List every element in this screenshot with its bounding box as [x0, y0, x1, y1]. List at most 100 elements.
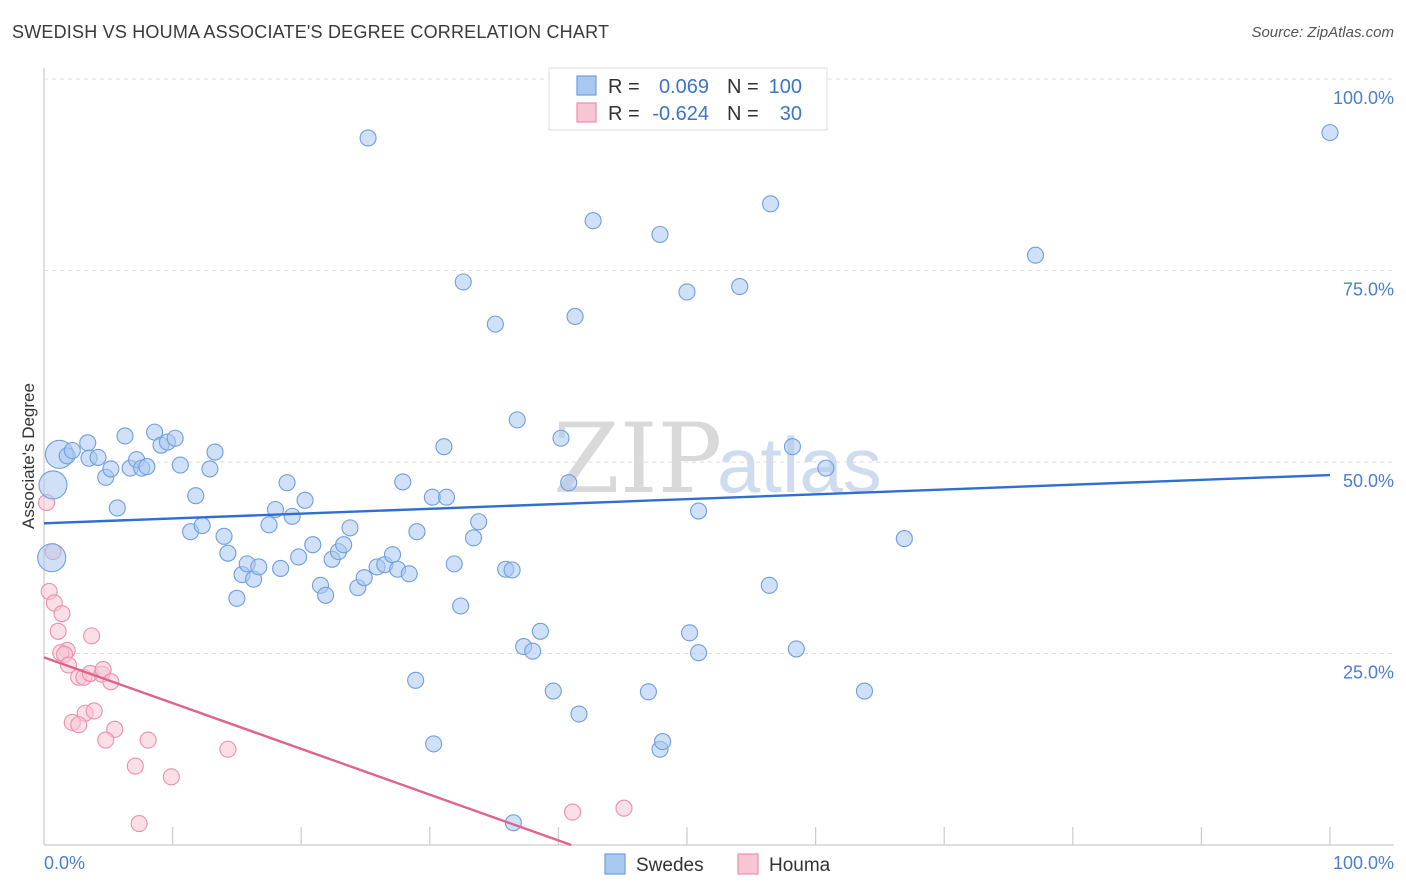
x-tick-marks	[172, 827, 1331, 845]
houma-point-10	[83, 627, 101, 645]
swedes-point-79	[762, 195, 780, 213]
swedes-point-27	[219, 544, 237, 562]
legend-n-label-houma: N =	[727, 103, 759, 125]
swedes-point-7	[89, 448, 107, 466]
swedes-point-59	[437, 488, 456, 506]
y-tick-label-25: 25.0%	[1343, 663, 1394, 683]
swedes-point-32	[250, 558, 268, 576]
swedes-point-19	[166, 429, 184, 447]
swedes-point-33	[260, 516, 278, 534]
swedes-point-98	[855, 682, 874, 700]
trend-lines	[43, 473, 1331, 847]
houma-trend-line	[43, 656, 572, 847]
swedes-point-61	[452, 597, 470, 615]
swedes-point-81	[817, 459, 835, 477]
swedes-point-0	[38, 470, 68, 500]
series-legend: Swedes Houma	[604, 853, 831, 876]
houma-point-20	[70, 716, 88, 734]
swedes-point-65	[486, 315, 504, 333]
swedes-point-85	[407, 671, 425, 689]
series-legend-swatch-houma	[737, 853, 759, 875]
houma-point-23	[139, 731, 157, 749]
swedes-point-56	[408, 523, 426, 541]
swedes-point-63	[464, 529, 483, 547]
swedes-point-48	[355, 569, 373, 587]
swedes-point-60	[445, 555, 463, 573]
swedes-point-15	[138, 458, 156, 476]
legend-n-label-swedes: N =	[727, 76, 759, 98]
swedes-point-76	[678, 283, 696, 301]
swedes-point-39	[296, 491, 314, 509]
swedes-point-91	[639, 683, 657, 701]
y-tick-label-50: 50.0%	[1343, 471, 1394, 491]
swedes-point-73	[566, 307, 584, 326]
axes	[43, 68, 1394, 846]
swedes-point-78	[731, 278, 749, 296]
houma-points	[38, 494, 633, 833]
stats-legend: R = 0.069 N = 100 R = -0.624 N = 30	[548, 67, 828, 131]
swedes-point-58	[435, 438, 453, 456]
swedes-point-70	[531, 622, 549, 640]
houma-point-25	[126, 757, 144, 775]
swedes-point-75	[651, 225, 669, 244]
swedes-point-38	[290, 548, 308, 566]
swedes-point-86	[425, 735, 443, 753]
houma-point-22	[97, 731, 115, 749]
series-legend-label-houma: Houma	[769, 855, 831, 876]
legend-swatch-swedes	[576, 75, 597, 96]
swedes-point-90	[570, 705, 588, 723]
series-legend-label-swedes: Swedes	[636, 855, 704, 876]
series-legend-swatch-swedes	[604, 853, 626, 875]
swedes-point-1	[37, 543, 67, 573]
legend-r-value-houma: -0.624	[652, 103, 709, 125]
legend-r-value-swedes: 0.069	[659, 76, 709, 98]
swedes-point-26	[215, 527, 233, 545]
swedes-point-71	[552, 429, 570, 447]
swedes-point-10	[108, 499, 126, 517]
legend-n-value-houma: 30	[780, 103, 802, 125]
swedes-point-22	[187, 487, 205, 505]
swedes-point-80	[783, 438, 802, 456]
swedes-point-11	[116, 427, 134, 445]
swedes-point-24	[201, 460, 219, 478]
swedes-point-97	[787, 640, 805, 658]
watermark-zip: ZIP	[553, 403, 722, 515]
legend-r-label-swedes: R =	[608, 76, 640, 98]
houma-point-19	[85, 702, 103, 720]
swedes-point-52	[383, 546, 402, 564]
swedes-point-40	[304, 536, 322, 554]
legend-r-label-houma: R =	[608, 103, 640, 125]
legend-n-value-swedes: 100	[769, 76, 802, 98]
swedes-point-95	[690, 644, 708, 662]
chart-title: SWEDISH VS HOUMA ASSOCIATE'S DEGREE CORR…	[12, 22, 610, 42]
swedes-point-35	[272, 559, 290, 578]
x-tick-label-max: 100.0%	[1333, 853, 1394, 873]
y-tick-label-75: 75.0%	[1343, 280, 1394, 300]
houma-point-27	[130, 815, 148, 833]
swedes-point-42	[317, 586, 335, 604]
y-tick-labels: 25.0% 50.0% 75.0% 100.0%	[1333, 88, 1394, 683]
houma-point-28	[563, 803, 582, 821]
swedes-point-93	[654, 733, 672, 751]
swedes-point-82	[895, 530, 913, 548]
swedes-point-83	[1026, 246, 1045, 264]
swedes-trend-line	[43, 473, 1331, 525]
swedes-point-72	[560, 474, 578, 492]
houma-point-24	[219, 740, 237, 758]
swedes-point-20	[171, 456, 189, 474]
swedes-point-94	[681, 624, 699, 642]
houma-point-4	[53, 605, 71, 623]
swedes-point-96	[760, 576, 778, 594]
houma-point-5	[49, 622, 67, 640]
swedes-point-49	[359, 129, 377, 147]
swedes-point-74	[584, 212, 602, 230]
swedes-point-9	[102, 460, 120, 478]
swedes-point-5	[79, 434, 97, 452]
swedes-point-68	[508, 411, 526, 429]
houma-point-29	[615, 799, 633, 817]
source-credit: Source: ZipAtlas.com	[1251, 24, 1394, 41]
swedes-point-36	[278, 474, 296, 492]
swedes-point-67	[503, 561, 521, 579]
swedes-point-4	[63, 441, 81, 460]
swedes-point-55	[400, 565, 418, 583]
